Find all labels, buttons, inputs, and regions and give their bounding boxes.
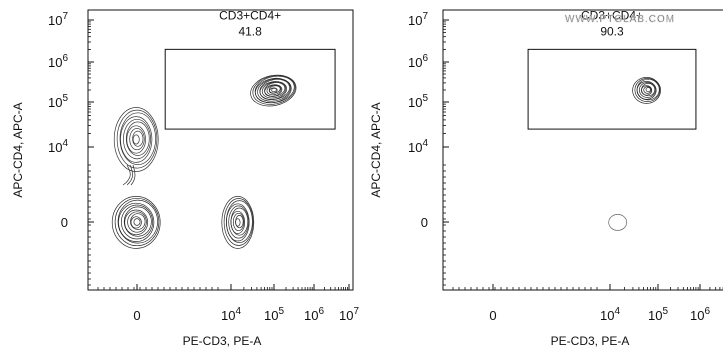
contour-ring (232, 212, 245, 232)
y-tick-label: 105 (408, 93, 428, 110)
contour-ring (123, 118, 151, 160)
y-tick-label: 0 (61, 215, 68, 230)
gate-label: CD3+CD4+ (219, 8, 281, 22)
contour-ring (226, 203, 250, 242)
y-axis-ticks (443, 19, 449, 286)
contour-ring (257, 78, 291, 102)
contour-ring (252, 75, 296, 105)
contour-ring (636, 81, 657, 100)
contour-ring (120, 116, 153, 163)
x-tick-label: 0 (133, 308, 140, 323)
contour-ring (116, 109, 158, 169)
x-tick-label: 104 (221, 306, 241, 323)
contour-ring (634, 78, 661, 102)
contour-ring (126, 125, 146, 154)
x-axis-label: PE-CD3, PE-A (183, 334, 262, 348)
contour-bridge (122, 164, 131, 186)
contour-ring (608, 214, 628, 231)
contour-ring (127, 211, 147, 233)
y-tick-label: 107 (48, 11, 68, 28)
contour-ring (643, 86, 652, 94)
contour-ring (111, 196, 161, 249)
contour-ring (254, 77, 292, 104)
y-tick-label: 106 (408, 53, 428, 70)
contour-ring (132, 130, 144, 147)
y-tick-label: 104 (48, 138, 68, 155)
contour-ring (129, 128, 145, 151)
gate-rectangle[interactable] (164, 48, 336, 130)
x-tick-label: 104 (600, 306, 620, 323)
contour-ring (125, 121, 150, 156)
y-axis-ticks (88, 19, 94, 286)
y-axis-tick-labels: 107 106 105 104 0 (408, 11, 428, 230)
contour-ring (250, 74, 297, 107)
contour-ring (221, 196, 255, 249)
contour-ring (259, 81, 287, 100)
contour-ring (114, 197, 160, 247)
contour-ring (124, 209, 149, 236)
gate-rectangle[interactable] (527, 48, 697, 130)
y-tick-label: 107 (408, 11, 428, 28)
contour-ring (130, 216, 142, 229)
plot-frame (442, 9, 723, 291)
y-axis-label: APC-CD4, APC-A (369, 102, 383, 197)
x-tick-label: 105 (264, 306, 284, 323)
y-axis-label: APC-CD4, APC-A (11, 102, 25, 197)
contour-ring (230, 210, 246, 234)
contour-ring (117, 199, 158, 244)
contour-ring (269, 87, 278, 94)
y-tick-label: 106 (48, 53, 68, 70)
gate-percent: 90.3 (600, 24, 624, 38)
x-axis-ticks (97, 284, 350, 290)
x-tick-label: 106 (304, 306, 324, 323)
x-axis-tick-labels: 0 104 105 106 107 (133, 306, 359, 323)
gate-label: CD3+CD4+ (581, 8, 643, 22)
y-tick-label: 105 (48, 93, 68, 110)
contour-ring (271, 88, 277, 92)
contour-ring (266, 84, 282, 96)
contour-ring (123, 206, 152, 237)
x-tick-label: 107 (339, 306, 359, 323)
y-tick-label: 104 (408, 138, 428, 155)
contour-ring (132, 134, 140, 145)
contour-ring (261, 81, 287, 99)
contour-ring (113, 107, 159, 172)
gate-percent: 41.8 (238, 24, 262, 38)
contour-ring (235, 218, 241, 227)
contour-ring (264, 84, 283, 97)
contour-ring (645, 87, 651, 93)
contour-layer (111, 74, 297, 249)
contour-ring (223, 198, 254, 246)
plot-frame (87, 9, 354, 291)
y-tick-label: 0 (421, 215, 428, 230)
x-axis-ticks (452, 284, 723, 290)
x-tick-label: 0 (489, 308, 496, 323)
contour-bridge (130, 164, 136, 186)
y-axis-tick-labels: 107 106 105 104 0 (48, 11, 68, 230)
x-tick-label: 105 (648, 306, 668, 323)
watermark: WWW.PTGLAB.COM (565, 14, 675, 25)
x-axis-label: PE-CD3, PE-A (551, 334, 630, 348)
contour-bridge (126, 164, 133, 186)
contour-ring (119, 112, 156, 165)
contour-ring (632, 77, 661, 104)
contour-ring (130, 213, 146, 230)
contour-ring (133, 218, 141, 226)
contour-layer (608, 77, 661, 231)
x-tick-label: 106 (690, 306, 710, 323)
contour-ring (641, 85, 653, 96)
contour-ring (228, 205, 249, 239)
contour-ring (118, 202, 155, 242)
contour-ring (638, 82, 656, 98)
contour-ring (120, 204, 154, 240)
